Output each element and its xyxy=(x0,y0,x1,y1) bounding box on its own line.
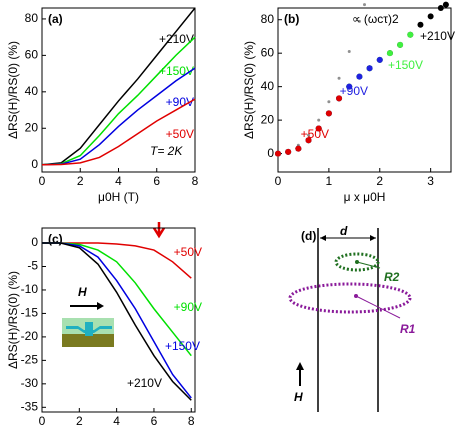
data-point xyxy=(336,95,343,102)
y-tick-label: 20 xyxy=(25,120,39,134)
x-tick-label: 8 xyxy=(188,414,195,427)
y-tick-label: -5 xyxy=(27,259,38,273)
y-tick-label: 40 xyxy=(25,84,39,98)
y-tick-label: -35 xyxy=(21,399,39,413)
series-label: +50V xyxy=(174,245,202,259)
series-label: +210V xyxy=(127,376,162,390)
panel-label: (c) xyxy=(48,232,63,246)
data-point xyxy=(437,5,444,11)
x-tick-label: 1 xyxy=(326,174,333,188)
panel-label: (b) xyxy=(284,12,299,26)
y-axis-label: ΔRS(H)/RS(0) (%) xyxy=(242,41,256,139)
dotted-point xyxy=(317,118,321,122)
y-tick-label: 20 xyxy=(261,112,275,126)
data-point xyxy=(407,31,414,38)
dotted-point xyxy=(307,133,311,137)
dotted-point xyxy=(337,76,341,80)
x-tick-label: 4 xyxy=(113,414,120,427)
y-axis-label: ΔRS(H)/RS(0) (%) xyxy=(6,41,20,139)
data-point xyxy=(325,110,332,117)
x-tick-label: 6 xyxy=(153,174,160,188)
x-tick-label: 2 xyxy=(76,414,83,427)
series-label: +150V xyxy=(159,64,194,78)
data-point xyxy=(346,83,353,90)
data-point xyxy=(295,145,302,152)
y-tick-label: 40 xyxy=(261,79,275,93)
annotation: H xyxy=(78,285,87,299)
data-point xyxy=(376,56,383,63)
data-point xyxy=(442,1,449,8)
data-point xyxy=(305,137,312,144)
y-tick-label: -10 xyxy=(21,282,39,296)
y-tick-label: 0 xyxy=(267,146,274,160)
data-point xyxy=(386,50,393,57)
y-tick-label: -30 xyxy=(21,376,39,390)
x-tick-label: 0 xyxy=(39,174,46,188)
series-label: +50V xyxy=(166,127,194,141)
x-axis-label: μ x μ0H xyxy=(344,190,386,204)
ring-label: R1 xyxy=(400,322,416,336)
y-tick-label: -15 xyxy=(21,306,39,320)
data-point xyxy=(397,41,404,48)
data-point xyxy=(356,73,363,80)
series-label: +210V xyxy=(159,32,194,46)
y-axis-label: ΔRS(H)/RS(0) (%) xyxy=(6,271,20,369)
series-label: +90V xyxy=(340,84,368,98)
x-tick-label: 0 xyxy=(39,414,46,427)
data-point xyxy=(315,125,322,132)
series-line xyxy=(41,98,196,166)
series-label: +150V xyxy=(388,58,423,72)
data-point xyxy=(366,65,373,72)
ring-label: R2 xyxy=(384,270,400,284)
series-line xyxy=(41,36,196,166)
series-label: +150V xyxy=(165,339,200,353)
series-label: +90V xyxy=(166,95,194,109)
dotted-point xyxy=(357,19,361,23)
y-tick-label: 0 xyxy=(31,157,38,171)
series-label: ∝ (ωcτ)2 xyxy=(352,12,399,26)
x-tick-label: 2 xyxy=(77,174,84,188)
series-label: +90V xyxy=(174,300,202,314)
onset-arrow xyxy=(152,222,166,239)
series-line xyxy=(42,242,192,401)
plot-frame xyxy=(41,227,196,413)
series-line xyxy=(42,242,192,279)
x-tick-label: 6 xyxy=(151,414,158,427)
x-tick-label: 8 xyxy=(192,174,199,188)
device-inset xyxy=(62,318,114,347)
x-tick-label: 0 xyxy=(275,174,282,188)
data-point xyxy=(417,21,424,28)
y-tick-label: 60 xyxy=(261,45,275,59)
arrow-head xyxy=(97,302,104,310)
y-tick-label: 80 xyxy=(261,12,275,26)
series-label: +210V xyxy=(420,29,455,43)
annotation: T= 2K xyxy=(150,144,183,158)
width-label: d xyxy=(340,224,348,238)
plot-frame xyxy=(277,7,452,173)
data-point xyxy=(285,148,292,155)
dotted-point xyxy=(347,50,351,54)
y-tick-label: -25 xyxy=(21,353,39,367)
diagram xyxy=(288,228,412,412)
y-tick-label: 0 xyxy=(31,235,38,249)
y-tick-label: -20 xyxy=(21,329,39,343)
panel-label: (d) xyxy=(301,229,316,243)
series-line xyxy=(41,7,196,166)
y-tick-label: 80 xyxy=(25,11,39,25)
data-point xyxy=(275,150,281,157)
dotted-point xyxy=(327,100,331,104)
x-tick-label: 4 xyxy=(115,174,122,188)
data-point xyxy=(427,13,434,20)
series-line xyxy=(41,67,196,166)
series-label: +50V xyxy=(301,127,329,141)
x-tick-label: 2 xyxy=(376,174,383,188)
field-label: H xyxy=(294,390,303,404)
x-tick-label: 3 xyxy=(427,174,434,188)
x-axis-label: μ0H (T) xyxy=(98,190,139,204)
y-tick-label: 60 xyxy=(25,48,39,62)
panel-label: (a) xyxy=(48,12,63,26)
dotted-point xyxy=(363,3,366,7)
